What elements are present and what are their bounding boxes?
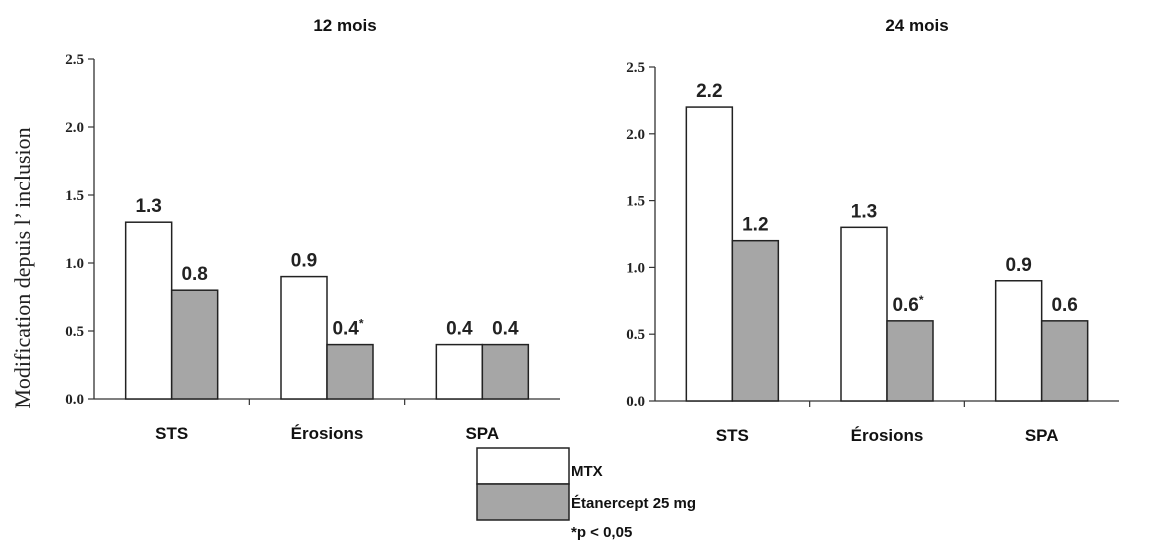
legend-swatch-mtx bbox=[476, 447, 570, 485]
bar-mtx bbox=[840, 226, 888, 402]
y-tick-label: 0.0 bbox=[65, 392, 84, 408]
data-label: 0.9 bbox=[1005, 255, 1031, 276]
bar-mtx bbox=[280, 275, 328, 400]
x-category-label: STS bbox=[716, 426, 749, 445]
x-category-label: Érosions bbox=[291, 424, 364, 443]
x-category-label: STS bbox=[155, 424, 188, 443]
chart-panels: 12 mois 0.0 0.5 1.0 1.5 2.0 2.5 1.3 0.8 STS 0.9 0.4… bbox=[65, 16, 1119, 445]
bar-etanercept bbox=[886, 320, 934, 402]
data-label: 0.6* bbox=[892, 293, 923, 316]
legend-note-pvalue: *p < 0,05 bbox=[571, 524, 632, 541]
bar-mtx bbox=[435, 343, 484, 400]
y-tick-label: 1.0 bbox=[626, 260, 645, 276]
chart-panel-2: 24 mois 0.0 0.5 1.0 1.5 2.0 2.5 2.2 1.2 STS 1.3 0.6… bbox=[626, 16, 1119, 445]
legend-label-etanercept: Étanercept 25 mg bbox=[571, 495, 696, 512]
legend: MTX Étanercept 25 mg *p < 0,05 bbox=[476, 447, 696, 541]
x-category-label: SPA bbox=[465, 424, 499, 443]
bar-etanercept bbox=[326, 343, 374, 400]
data-label: 0.6 bbox=[1051, 295, 1077, 316]
bar-mtx bbox=[685, 106, 734, 402]
data-label: 0.4 bbox=[492, 319, 519, 340]
bar-etanercept bbox=[1040, 320, 1089, 402]
chart-title: 24 mois bbox=[885, 16, 948, 35]
y-tick-label: 0.5 bbox=[65, 324, 84, 340]
data-label: 1.3 bbox=[851, 201, 877, 222]
legend-swatch-etanercept bbox=[476, 483, 570, 521]
bar-etanercept bbox=[170, 289, 219, 400]
bar-etanercept bbox=[731, 239, 780, 402]
y-tick-label: 1.0 bbox=[65, 256, 84, 272]
data-label: 0.9 bbox=[291, 251, 317, 272]
y-tick-label: 1.5 bbox=[65, 188, 84, 204]
y-tick-label: 2.0 bbox=[65, 120, 84, 136]
y-tick-label: 0.5 bbox=[626, 327, 645, 343]
y-axis-label: Modification depuis l’ inclusion bbox=[10, 127, 35, 408]
y-tick-label: 1.5 bbox=[626, 194, 645, 210]
y-tick-label: 0.0 bbox=[626, 394, 645, 410]
data-label: 2.2 bbox=[696, 81, 722, 102]
bar-mtx bbox=[124, 221, 173, 400]
legend-label-mtx: MTX bbox=[571, 463, 603, 480]
data-label: 0.4 bbox=[446, 319, 473, 340]
chart-panel-1: 12 mois 0.0 0.5 1.0 1.5 2.0 2.5 1.3 0.8 STS 0.9 0.4… bbox=[65, 16, 560, 443]
chart-title: 12 mois bbox=[313, 16, 376, 35]
data-label: 0.4* bbox=[332, 317, 363, 340]
y-tick-label: 2.5 bbox=[65, 52, 84, 68]
bar-mtx bbox=[994, 280, 1043, 402]
data-label: 1.2 bbox=[742, 215, 768, 236]
y-tick-label: 2.5 bbox=[626, 60, 645, 76]
x-category-label: Érosions bbox=[851, 426, 924, 445]
y-tick-label: 2.0 bbox=[626, 127, 645, 143]
data-label: 1.3 bbox=[135, 196, 161, 217]
x-category-label: SPA bbox=[1025, 426, 1059, 445]
data-label: 0.8 bbox=[181, 264, 207, 285]
bar-etanercept bbox=[481, 343, 530, 400]
